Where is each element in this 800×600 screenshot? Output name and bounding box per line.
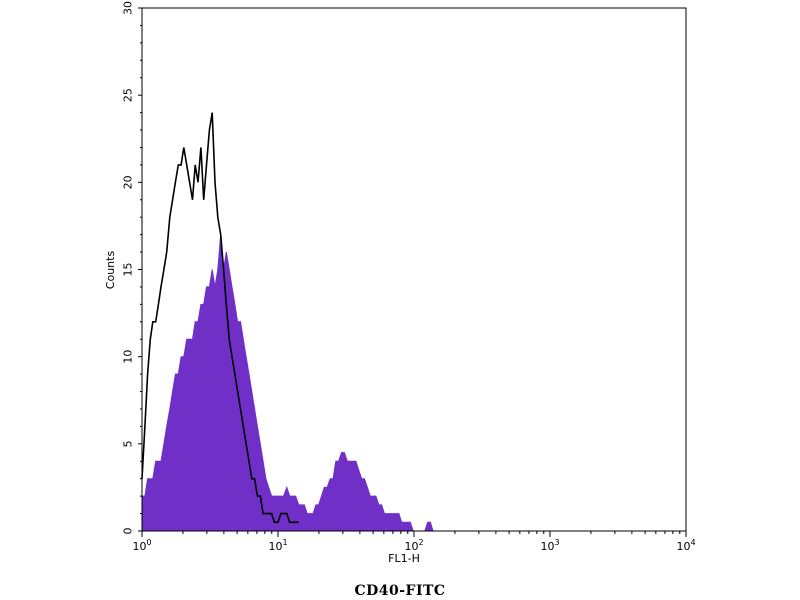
y-axis: 0 5 10 15 20 25 30 [122,1,142,535]
x-axis-label: FL1-H [388,552,420,565]
x-tick-label: 102 [404,538,423,553]
y-tick-label: 25 [122,88,135,102]
series-layer [141,112,434,532]
chart-caption: CD40-FITC [354,583,446,599]
y-tick-label: 10 [122,350,135,364]
x-tick-label: 100 [132,538,151,553]
y-tick-label: 0 [122,528,135,535]
x-axis: 100 101 102 103 104 [132,531,696,553]
x-tick-label: 101 [268,538,287,553]
y-tick-label: 5 [122,440,135,447]
series-outline-histogram [141,112,299,524]
x-tick-label: 104 [676,538,695,553]
y-axis-label: Counts [104,251,117,290]
series-filled-histogram [141,234,434,532]
y-tick-label: 15 [122,263,135,277]
y-tick-label: 30 [122,1,135,15]
x-tick-label: 103 [540,538,559,553]
y-tick-label: 20 [122,175,135,189]
